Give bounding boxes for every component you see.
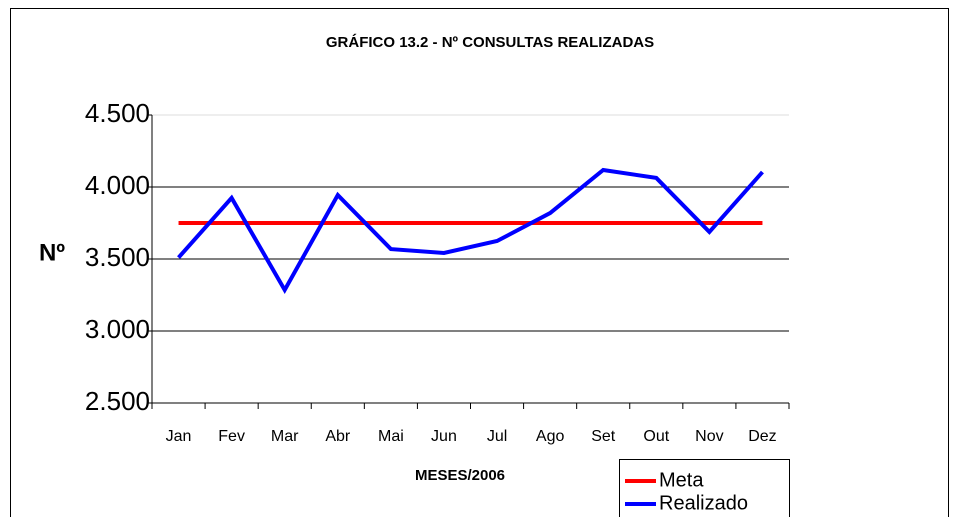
x-tick-label: Nov — [695, 428, 723, 445]
x-axis-label: MESES/2006 — [415, 467, 505, 484]
x-tick-label: Jul — [487, 428, 507, 445]
y-axis-label: Nº — [39, 239, 65, 266]
x-tick-label: Jun — [431, 428, 457, 445]
x-tick-label: Mar — [271, 428, 299, 445]
y-tick-label: 2.500 — [85, 386, 150, 416]
x-tick-label: Ago — [536, 428, 565, 445]
x-tick-label: Out — [643, 428, 669, 445]
x-tick-label: Fev — [218, 428, 245, 445]
chart-border — [10, 8, 949, 517]
x-tick-label: Abr — [325, 428, 351, 445]
y-tick-label: 4.000 — [85, 170, 150, 200]
chart-title: GRÁFICO 13.2 - Nº CONSULTAS REALIZADAS — [326, 34, 654, 51]
legend-label: Meta — [659, 469, 704, 491]
x-tick-label: Jan — [166, 428, 192, 445]
y-tick-label: 3.000 — [85, 314, 150, 344]
x-tick-label: Set — [591, 428, 616, 445]
legend-box — [619, 459, 790, 517]
x-tick-label: Mai — [378, 428, 404, 445]
x-tick-label: Dez — [748, 428, 776, 445]
y-tick-label: 3.500 — [85, 242, 150, 272]
legend-label: Realizado — [659, 492, 748, 514]
y-tick-label: 4.500 — [85, 98, 150, 128]
line-series — [177, 167, 764, 295]
